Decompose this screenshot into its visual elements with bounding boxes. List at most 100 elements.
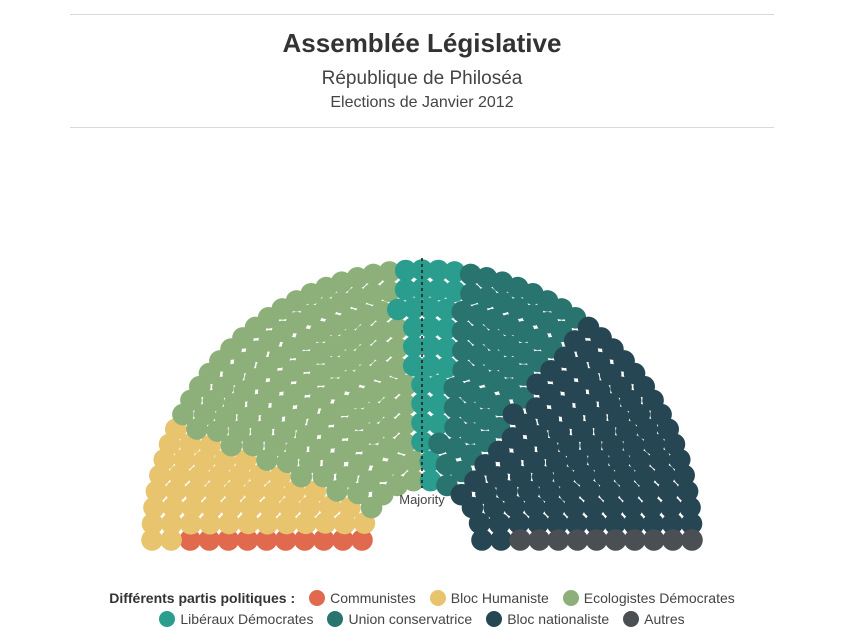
- legend-item-bloc-nationaliste: Bloc nationaliste: [486, 611, 609, 627]
- seat-lib-raux-d-mocrates: [419, 316, 441, 339]
- legend-label: Union conservatrice: [348, 611, 473, 627]
- seat-autres: [509, 529, 531, 551]
- seat-lib-raux-d-mocrates: [403, 316, 425, 339]
- seat-bloc-humaniste: [295, 512, 317, 535]
- seat-bloc-humaniste: [141, 529, 163, 551]
- seat-bloc-nationaliste: [488, 512, 511, 535]
- seat-lib-raux-d-mocrates: [419, 450, 442, 473]
- majority-label: Majority: [399, 492, 445, 507]
- seat-ecologistes-d-mocrates: [386, 474, 408, 497]
- seat-communistes: [255, 529, 278, 551]
- seat-bloc-humaniste: [220, 496, 242, 519]
- legend-item-communistes: Communistes: [309, 590, 416, 606]
- seat-autres: [604, 529, 627, 551]
- legend-row-1: Différents partis politiques : Communist…: [0, 590, 844, 606]
- seat-ecologistes-d-mocrates: [370, 359, 392, 382]
- legend-swatch: [327, 611, 344, 627]
- seat-bloc-humaniste: [275, 512, 298, 535]
- seat-communistes: [179, 529, 201, 551]
- seat-union-conservatrice: [428, 432, 450, 455]
- seat-bloc-nationaliste: [546, 512, 569, 535]
- seat-lib-raux-d-mocrates: [419, 335, 442, 358]
- legend-label: Libéraux Démocrates: [180, 611, 314, 627]
- legend-swatch: [309, 590, 326, 606]
- seat-bloc-nationaliste: [578, 480, 601, 502]
- legend-label: Communistes: [330, 590, 416, 606]
- seat-ecologistes-d-mocrates: [378, 377, 401, 399]
- legend-item-autres: Autres: [623, 611, 685, 627]
- legend-label: Bloc Humaniste: [450, 590, 549, 606]
- legend-label: Ecologistes Démocrates: [583, 590, 735, 606]
- seat-ecologistes-d-mocrates: [378, 416, 400, 439]
- seat-lib-raux-d-mocrates: [443, 261, 466, 283]
- hemicycle-chart: Majority: [141, 258, 703, 551]
- seat-bloc-nationaliste: [676, 480, 699, 503]
- seat-ecologistes-d-mocrates: [370, 300, 393, 323]
- seat-bloc-nationaliste: [507, 512, 530, 534]
- seat-lib-raux-d-mocrates: [419, 354, 442, 377]
- seat-lib-raux-d-mocrates: [443, 280, 466, 303]
- seat-bloc-nationaliste: [679, 496, 701, 519]
- seat-ecologistes-d-mocrates: [362, 263, 385, 286]
- seat-bloc-humaniste: [179, 513, 202, 535]
- seat-ecologistes-d-mocrates: [394, 432, 416, 455]
- seat-bloc-humaniste: [181, 496, 204, 519]
- seat-bloc-humaniste: [160, 529, 182, 551]
- legend-item-union-conservatrice: Union conservatrice: [327, 611, 472, 627]
- seat-lib-raux-d-mocrates: [435, 298, 458, 321]
- seat-bloc-nationaliste: [621, 496, 644, 519]
- seat-bloc-nationaliste: [598, 480, 621, 503]
- seat-autres: [643, 529, 665, 551]
- seat-communistes: [293, 529, 316, 551]
- seat-bloc-nationaliste: [468, 512, 491, 534]
- seat-bloc-nationaliste: [657, 480, 679, 502]
- seat-bloc-nationaliste: [602, 496, 624, 519]
- seat-lib-raux-d-mocrates: [435, 317, 458, 340]
- seat-ecologistes-d-mocrates: [378, 396, 401, 419]
- header-bottom-rule: [70, 127, 774, 128]
- seat-bloc-nationaliste: [490, 529, 512, 551]
- seat-bloc-nationaliste: [543, 496, 566, 519]
- seat-ecologistes-d-mocrates: [386, 356, 408, 379]
- seat-bloc-humaniste: [162, 496, 185, 519]
- seat-bloc-nationaliste: [523, 496, 546, 518]
- seat-ecologistes-d-mocrates: [386, 317, 409, 340]
- seat-autres: [681, 529, 703, 551]
- seat-ecologistes-d-mocrates: [370, 320, 393, 342]
- seat-communistes: [313, 529, 335, 551]
- legend-row-2: Libéraux Démocrates Union conservatrice …: [0, 611, 844, 627]
- seat-ecologistes-d-mocrates: [402, 469, 425, 492]
- seat-lib-raux-d-mocrates: [411, 431, 433, 453]
- seat-bloc-humaniste: [141, 512, 164, 535]
- seat-ecologistes-d-mocrates: [386, 337, 409, 359]
- seat-ecologistes-d-mocrates: [402, 450, 425, 473]
- seat-bloc-nationaliste: [471, 529, 493, 551]
- legend-title: Différents partis politiques :: [109, 590, 296, 606]
- seat-autres: [566, 529, 589, 551]
- chart-title: Assemblée Législative: [282, 28, 562, 58]
- seat-lib-raux-d-mocrates: [419, 469, 442, 492]
- seat-bloc-humaniste: [218, 512, 240, 535]
- seat-ecologistes-d-mocrates: [394, 413, 417, 435]
- seat-bloc-nationaliste: [604, 512, 626, 535]
- seat-bloc-nationaliste: [563, 496, 585, 519]
- seat-ecologistes-d-mocrates: [370, 339, 393, 362]
- seat-communistes: [274, 529, 297, 551]
- seat-ecologistes-d-mocrates: [362, 283, 384, 305]
- seat-bloc-nationaliste: [642, 513, 665, 535]
- seat-lib-raux-d-mocrates: [402, 335, 425, 358]
- seat-lib-raux-d-mocrates: [427, 374, 450, 397]
- seat-lib-raux-d-mocrates: [427, 278, 450, 301]
- seat-bloc-nationaliste: [565, 512, 588, 535]
- legend-swatch: [486, 611, 503, 627]
- seat-bloc-nationaliste: [640, 496, 663, 519]
- legend-swatch: [623, 611, 640, 627]
- seat-bloc-humaniste: [199, 512, 221, 535]
- seat-ecologistes-d-mocrates: [378, 261, 401, 283]
- seat-lib-raux-d-mocrates: [419, 297, 441, 320]
- seat-communistes: [236, 529, 259, 551]
- seat-ecologistes-d-mocrates: [378, 280, 401, 303]
- chart-subtitle-date: Elections de Janvier 2012: [330, 94, 514, 111]
- seat-lib-raux-d-mocrates: [427, 259, 450, 282]
- seat-ecologistes-d-mocrates: [394, 393, 417, 416]
